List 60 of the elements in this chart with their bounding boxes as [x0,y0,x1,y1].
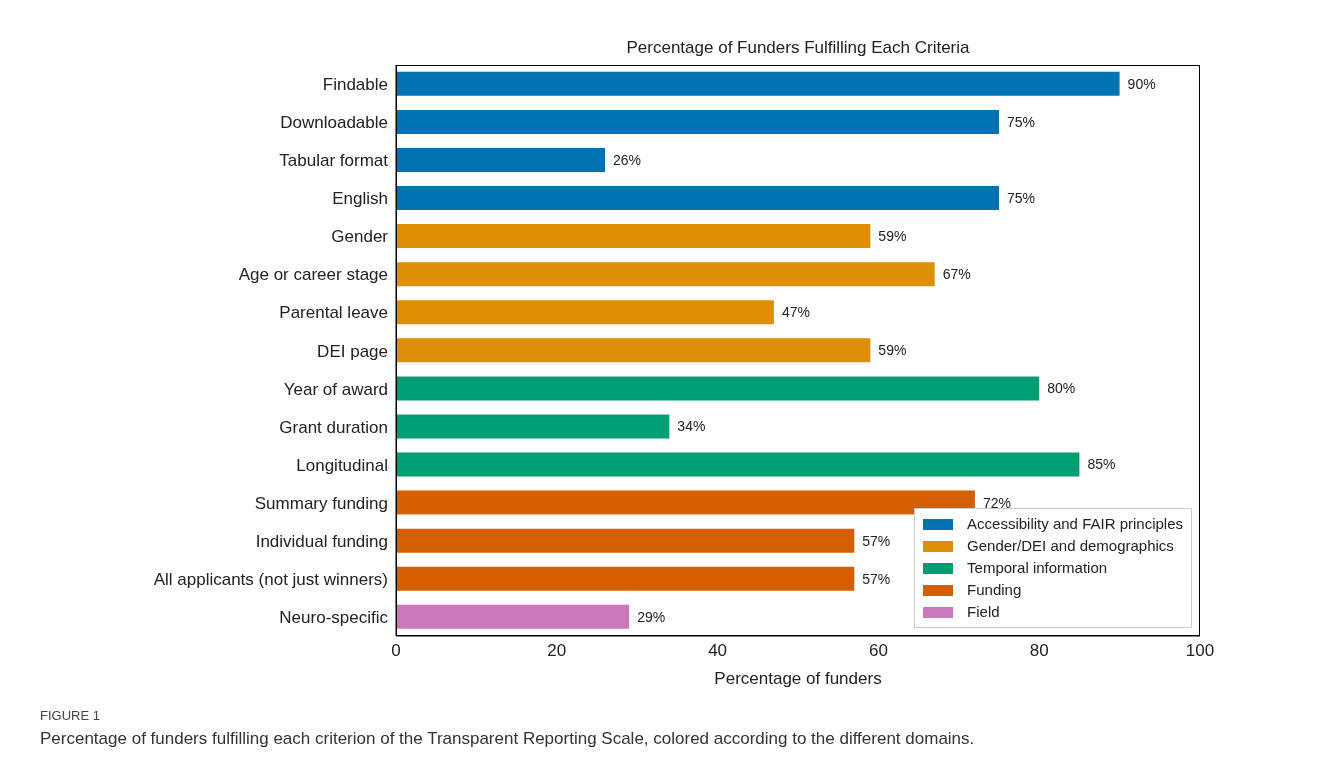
data-label: 34% [677,418,706,435]
y-tick-label: English [332,189,388,209]
legend-label: Temporal information [967,558,1108,578]
y-tick-label: Tabular format [279,151,389,171]
bar [396,414,670,439]
x-tick-label: 60 [868,641,888,661]
x-tick-label: 100 [1185,641,1215,661]
y-tick-label: All applicants (not just winners) [153,569,388,589]
data-label: 85% [1087,456,1116,473]
text: Percentage of funders fulfilling each criterion of the Transparent Reporting Scale, colored according to the different domains. [40,729,976,749]
data-label: 72% [982,494,1011,511]
bar [396,566,855,591]
data-label: 75% [1007,113,1036,130]
x-axis-title: Percentage of funders [714,669,882,688]
x-tick-label: 0 [391,641,401,661]
bar [396,186,999,211]
y-tick-label: Summary funding [254,493,388,513]
bar [396,376,1040,401]
bar [396,452,1080,477]
data-label: 29% [637,608,666,625]
data-label: 67% [942,266,971,283]
data-label: 80% [1047,380,1076,397]
bar [396,338,871,363]
x-tick-label: 80 [1029,641,1049,661]
data-label: 47% [781,304,810,321]
data-label: 57% [862,532,891,549]
y-tick-label: DEI page [317,341,388,361]
bar [396,224,871,249]
y-tick-label: Year of award [283,379,388,399]
data-label: 90% [1127,75,1156,92]
bar [396,71,1120,96]
chart-title: Percentage of Funders Fulfilling Each Criteria [625,38,971,58]
y-tick-label: Neuro-specific [279,608,389,627]
data-label: 26% [613,151,642,168]
y-tick-label: Gender [331,227,389,247]
y-tick-label: Longitudinal [296,455,388,475]
legend-label: Gender/DEI and demographics [967,536,1174,556]
bar [396,147,606,172]
x-tick-label: 40 [708,641,728,661]
x-tick-label: 20 [547,641,567,661]
y-tick-label: Parental leave [279,303,388,323]
bar [396,262,935,287]
y-tick-label: Downloadable [280,113,388,133]
data-label: 75% [1007,190,1036,207]
legend-label: Accessibility and FAIR principles [967,514,1183,534]
bar [396,490,975,515]
y-tick-label: Findable [322,75,388,95]
y-tick-label: Grant duration [279,417,388,437]
legend-label: Funding [967,580,1022,600]
y-tick-label: Individual funding [255,531,388,551]
bar [396,300,774,325]
data-label: 59% [878,228,907,245]
bar [396,528,855,553]
y-tick-label: Age or career stage [238,265,388,285]
caption: FIGURE 1 [40,708,101,723]
data-label: 57% [862,570,891,587]
legend-label: Field [967,602,1000,622]
bar [396,604,630,629]
bar [396,109,999,134]
data-label: 59% [878,342,907,359]
